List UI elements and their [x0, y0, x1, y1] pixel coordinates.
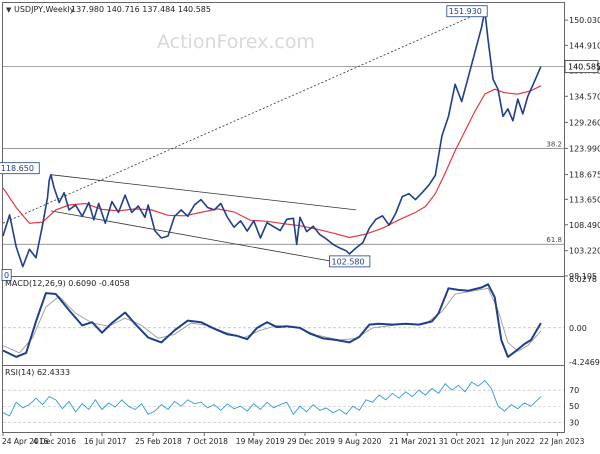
rsi-line — [2, 379, 542, 417]
annotation-label: 102.580 — [332, 257, 365, 266]
ohlc-values: 137.980 140.716 137.484 140.585 — [71, 5, 211, 14]
annotation-label: 151.930 — [449, 7, 482, 16]
y-tick-label: 108.490 — [569, 221, 600, 230]
rsi-tick-label: 30 — [569, 418, 579, 427]
channel-lower-line — [50, 210, 357, 266]
x-tick-label: 9 Aug 2020 — [338, 437, 381, 446]
macd-tick-label: 0.00 — [569, 324, 587, 333]
rsi-label: RSI(14) 62.4333 — [5, 368, 70, 377]
annotation-box — [0, 162, 40, 175]
fib-level-label: 61.8 — [546, 236, 562, 244]
annotation-label: 0 — [4, 271, 9, 280]
x-tick-label: 21 Mar 2021 — [389, 437, 437, 446]
price-line — [2, 9, 542, 268]
plot-frame — [2, 2, 565, 433]
macd-signal-line — [2, 287, 542, 354]
price-badge-box — [564, 60, 599, 74]
rsi-tick-label: 70 — [569, 386, 579, 395]
grid-layer — [2, 19, 568, 436]
y-tick-label: 113.650 — [569, 195, 600, 204]
macd-tick-label: 6.0278 — [569, 275, 597, 284]
channel-upper-line — [50, 174, 357, 211]
y-tick-label: 134.570 — [569, 92, 600, 101]
x-tick-label: 24 Apr 2016 — [2, 437, 49, 446]
fib-level-label: 38.2 — [546, 140, 562, 148]
y-tick-label: 118.675 — [569, 171, 600, 180]
moving-average-line — [2, 85, 542, 239]
rsi-tick-label: 50 — [569, 402, 579, 411]
symbol-title: USDJPY,Weekly — [14, 5, 75, 14]
macd-line — [2, 283, 542, 358]
y-tick-label: 144.910 — [569, 41, 600, 50]
y-tick-label: 129.260 — [569, 118, 600, 127]
x-tick-label: 25 Feb 2018 — [135, 437, 182, 446]
y-tick-label: 98.105 — [569, 272, 597, 281]
x-tick-label: 29 Dec 2019 — [287, 437, 335, 446]
x-tick-label: 31 Oct 2021 — [439, 437, 486, 446]
y-tick-label: 123.990 — [569, 144, 600, 153]
y-tick-label: 103.220 — [569, 247, 600, 256]
x-tick-label: 19 May 2019 — [236, 437, 285, 446]
x-tick-label: 7 Oct 2018 — [186, 437, 228, 446]
price-badge-text: 140.585 — [568, 63, 600, 72]
macd-label: MACD(12,26,9) 0.6090 -0.4058 — [5, 279, 130, 288]
watermark: ActionForex.com — [157, 31, 315, 53]
annotation-box — [446, 5, 488, 18]
annotation-label: 118.650 — [1, 164, 34, 173]
line-layer — [2, 9, 542, 417]
header-triangle: ▼ — [6, 6, 12, 14]
x-tick-label: 12 Jun 2022 — [490, 437, 535, 446]
macd-tick-label: -4.2469 — [569, 358, 600, 367]
annotation-box — [329, 255, 371, 268]
x-tick-label: 16 Jul 2017 — [84, 437, 127, 446]
x-tick-label: 22 Jan 2023 — [539, 437, 584, 446]
y-tick-label: 150.030 — [569, 16, 600, 25]
x-tick-label: 4 Dec 2016 — [33, 437, 76, 446]
label-layer: 150.030144.910139.785134.570129.260123.9… — [0, 5, 600, 446]
annotation-box — [1, 269, 12, 281]
